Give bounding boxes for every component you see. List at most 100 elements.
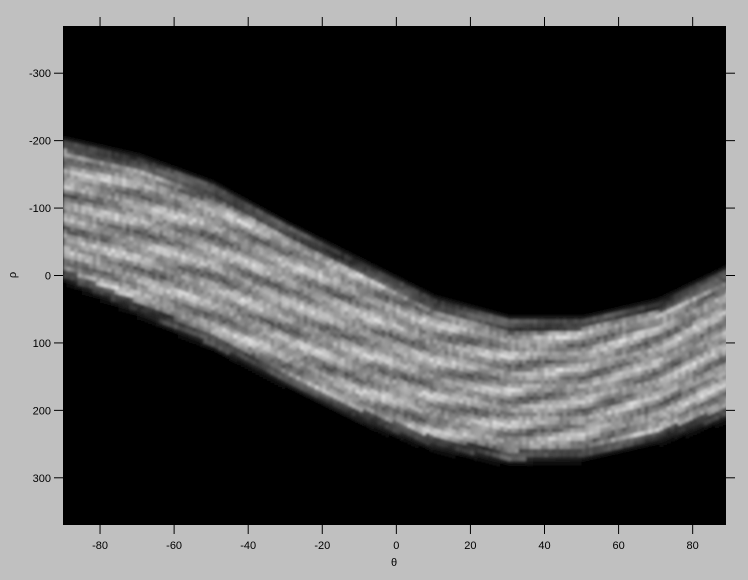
heatmap-cell xyxy=(314,239,320,245)
heatmap-cell xyxy=(277,366,283,372)
heatmap-cell xyxy=(474,326,479,332)
heatmap-cell xyxy=(325,399,331,404)
heatmap-cell xyxy=(266,267,271,273)
heatmap-cell xyxy=(137,169,142,175)
heatmap-cell xyxy=(418,324,423,329)
heatmap-cell xyxy=(388,373,394,379)
heatmap-cell xyxy=(485,361,490,367)
heatmap-cell xyxy=(422,447,427,452)
heatmap-cell xyxy=(444,419,449,425)
heatmap-cell xyxy=(155,273,160,279)
heatmap-cell xyxy=(411,364,416,370)
heatmap-cell xyxy=(244,299,249,305)
heatmap-cell xyxy=(322,352,327,358)
heatmap-cell xyxy=(188,216,194,222)
heatmap-cell xyxy=(318,322,323,328)
heatmap-cell xyxy=(437,352,442,358)
heatmap-cell xyxy=(129,285,134,290)
heatmap-cell xyxy=(166,180,171,186)
heatmap-cell xyxy=(207,332,212,338)
heatmap-cell xyxy=(170,226,175,231)
heatmap-cell xyxy=(329,388,334,394)
heatmap-cell xyxy=(318,342,323,348)
heatmap-cell xyxy=(311,359,316,364)
heatmap-cell xyxy=(496,312,501,317)
heatmap-cell xyxy=(181,286,186,292)
heatmap-cell xyxy=(188,241,194,246)
heatmap-cell xyxy=(300,236,305,242)
heatmap-cell xyxy=(255,346,260,351)
heatmap-cell xyxy=(211,192,216,198)
heatmap-cell xyxy=(237,243,242,248)
heatmap-cell xyxy=(407,290,412,295)
heatmap-cell xyxy=(485,349,490,355)
heatmap-cell xyxy=(292,265,297,270)
heatmap-cell xyxy=(118,226,123,231)
heatmap-cell xyxy=(248,297,253,303)
heatmap-cell xyxy=(244,340,249,345)
heatmap-cell xyxy=(163,175,168,180)
heatmap-cell xyxy=(459,431,464,437)
heatmap-cell xyxy=(363,296,368,301)
heatmap-cell xyxy=(207,215,212,221)
heatmap-cell xyxy=(455,406,460,411)
heatmap-cell xyxy=(274,336,279,341)
heatmap-cell xyxy=(381,370,386,375)
heatmap-cell xyxy=(503,314,509,319)
heatmap-cell xyxy=(214,340,220,345)
heatmap-cell xyxy=(277,374,283,380)
heatmap-cell xyxy=(477,412,483,418)
heatmap-cell xyxy=(425,445,431,450)
heatmap-cell xyxy=(355,397,360,403)
heatmap-cell xyxy=(448,384,453,389)
heatmap-cell xyxy=(192,291,197,296)
heatmap-cell xyxy=(88,178,94,184)
heatmap-cell xyxy=(240,289,246,295)
heatmap-cell xyxy=(218,253,223,258)
heatmap-cell xyxy=(103,166,109,171)
heatmap-cell xyxy=(333,269,338,274)
heatmap-cell xyxy=(318,379,323,384)
heatmap-cell xyxy=(463,363,468,369)
heatmap-cell xyxy=(233,338,238,343)
heatmap-cell xyxy=(237,235,242,240)
heatmap-cell xyxy=(337,271,342,276)
heatmap-cell xyxy=(429,329,434,335)
heatmap-cell xyxy=(459,314,464,319)
heatmap-cell xyxy=(266,243,271,248)
heatmap-cell xyxy=(440,365,446,371)
heatmap-cell xyxy=(385,368,390,373)
heatmap-cell xyxy=(296,311,301,317)
heatmap-cell xyxy=(277,326,283,331)
heatmap-cell xyxy=(159,323,164,329)
heatmap-cell xyxy=(218,309,223,315)
heatmap-cell xyxy=(270,273,275,279)
heatmap-cell xyxy=(300,333,305,339)
heatmap-cell xyxy=(125,191,131,197)
heatmap-cell xyxy=(166,224,171,230)
heatmap-cell xyxy=(451,429,457,435)
heatmap-cell xyxy=(214,206,220,212)
heatmap-cell xyxy=(125,150,131,156)
heatmap-cell xyxy=(207,203,212,208)
heatmap-cell xyxy=(403,349,409,354)
heatmap-cell xyxy=(407,431,412,437)
heatmap-cell xyxy=(88,255,94,261)
heatmap-cell xyxy=(496,437,501,443)
heatmap-cell xyxy=(166,257,171,262)
heatmap-cell xyxy=(81,209,86,215)
heatmap-cell xyxy=(155,204,160,210)
heatmap-cell xyxy=(351,254,357,259)
heatmap-cell xyxy=(400,419,405,425)
heatmap-cell xyxy=(229,303,234,309)
heatmap-cell xyxy=(200,220,205,226)
heatmap-cell xyxy=(351,310,357,316)
heatmap-cell xyxy=(129,293,134,299)
heatmap-cell xyxy=(429,349,434,355)
heatmap-cell xyxy=(281,243,286,248)
heatmap-cell xyxy=(166,265,171,271)
heatmap-cell xyxy=(63,136,68,142)
heatmap-cell xyxy=(159,238,164,244)
heatmap-cell xyxy=(429,333,434,339)
heatmap-cell xyxy=(485,365,490,371)
